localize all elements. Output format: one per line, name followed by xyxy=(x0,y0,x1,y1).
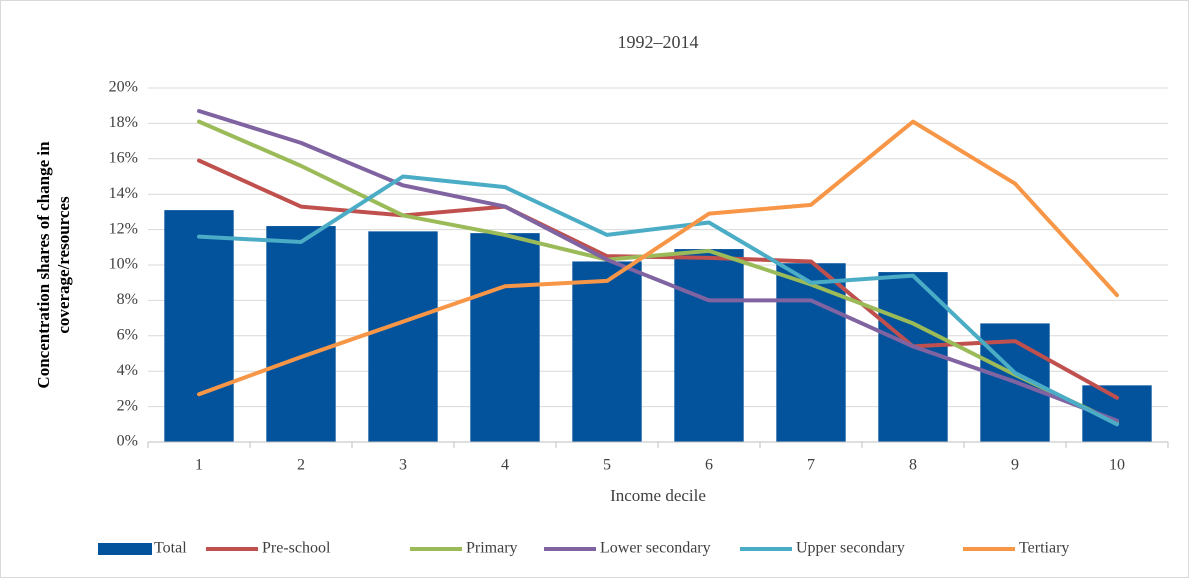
line xyxy=(197,119,1119,397)
x-tick-label: 5 xyxy=(603,457,611,474)
bar xyxy=(266,226,336,442)
x-tick-label: 7 xyxy=(807,457,815,474)
legend-label: Total xyxy=(154,540,187,557)
y-axis-title-line: Concentration shares of change in xyxy=(34,141,53,389)
y-tick-label: 2% xyxy=(117,397,138,414)
x-tick-label: 8 xyxy=(909,457,917,474)
y-tick-label: 12% xyxy=(109,220,138,237)
y-axis-title: Concentration shares of change in covera… xyxy=(34,141,73,389)
bar xyxy=(164,210,234,442)
x-tick-label: 2 xyxy=(297,457,305,474)
legend-label: Lower secondary xyxy=(600,540,711,557)
y-tick-label: 20% xyxy=(109,79,138,96)
line xyxy=(197,109,1119,423)
x-tick-label: 4 xyxy=(501,457,509,474)
bar xyxy=(776,263,846,442)
bar xyxy=(572,261,642,442)
bar xyxy=(674,249,744,442)
x-tick-label: 9 xyxy=(1011,457,1019,474)
y-tick-label: 0% xyxy=(117,433,138,450)
x-tick-label: 1 xyxy=(195,457,203,474)
y-axis-title-line: coverage/resources xyxy=(54,196,73,334)
line xyxy=(197,119,1119,425)
y-tick-label: 14% xyxy=(109,185,138,202)
y-tick-label: 8% xyxy=(117,291,138,308)
bar xyxy=(470,233,540,442)
legend-label: Upper secondary xyxy=(796,540,905,557)
chart-title: 1992–2014 xyxy=(618,32,699,52)
y-tick-label: 10% xyxy=(109,256,138,273)
legend-label: Pre-school xyxy=(262,540,331,557)
x-axis-title: Income decile xyxy=(610,486,706,505)
legend-swatch xyxy=(98,543,152,555)
legend-label: Tertiary xyxy=(1019,540,1069,557)
x-tick-label: 3 xyxy=(399,457,407,474)
y-tick-label: 18% xyxy=(109,114,138,131)
y-tick-label: 6% xyxy=(117,326,138,343)
legend-label: Primary xyxy=(466,540,518,557)
y-tick-label: 16% xyxy=(109,149,138,166)
bar xyxy=(368,231,438,442)
x-tick-label: 6 xyxy=(705,457,713,474)
x-tick-label: 10 xyxy=(1109,457,1125,474)
line xyxy=(197,174,1119,427)
y-tick-label: 4% xyxy=(117,362,138,379)
